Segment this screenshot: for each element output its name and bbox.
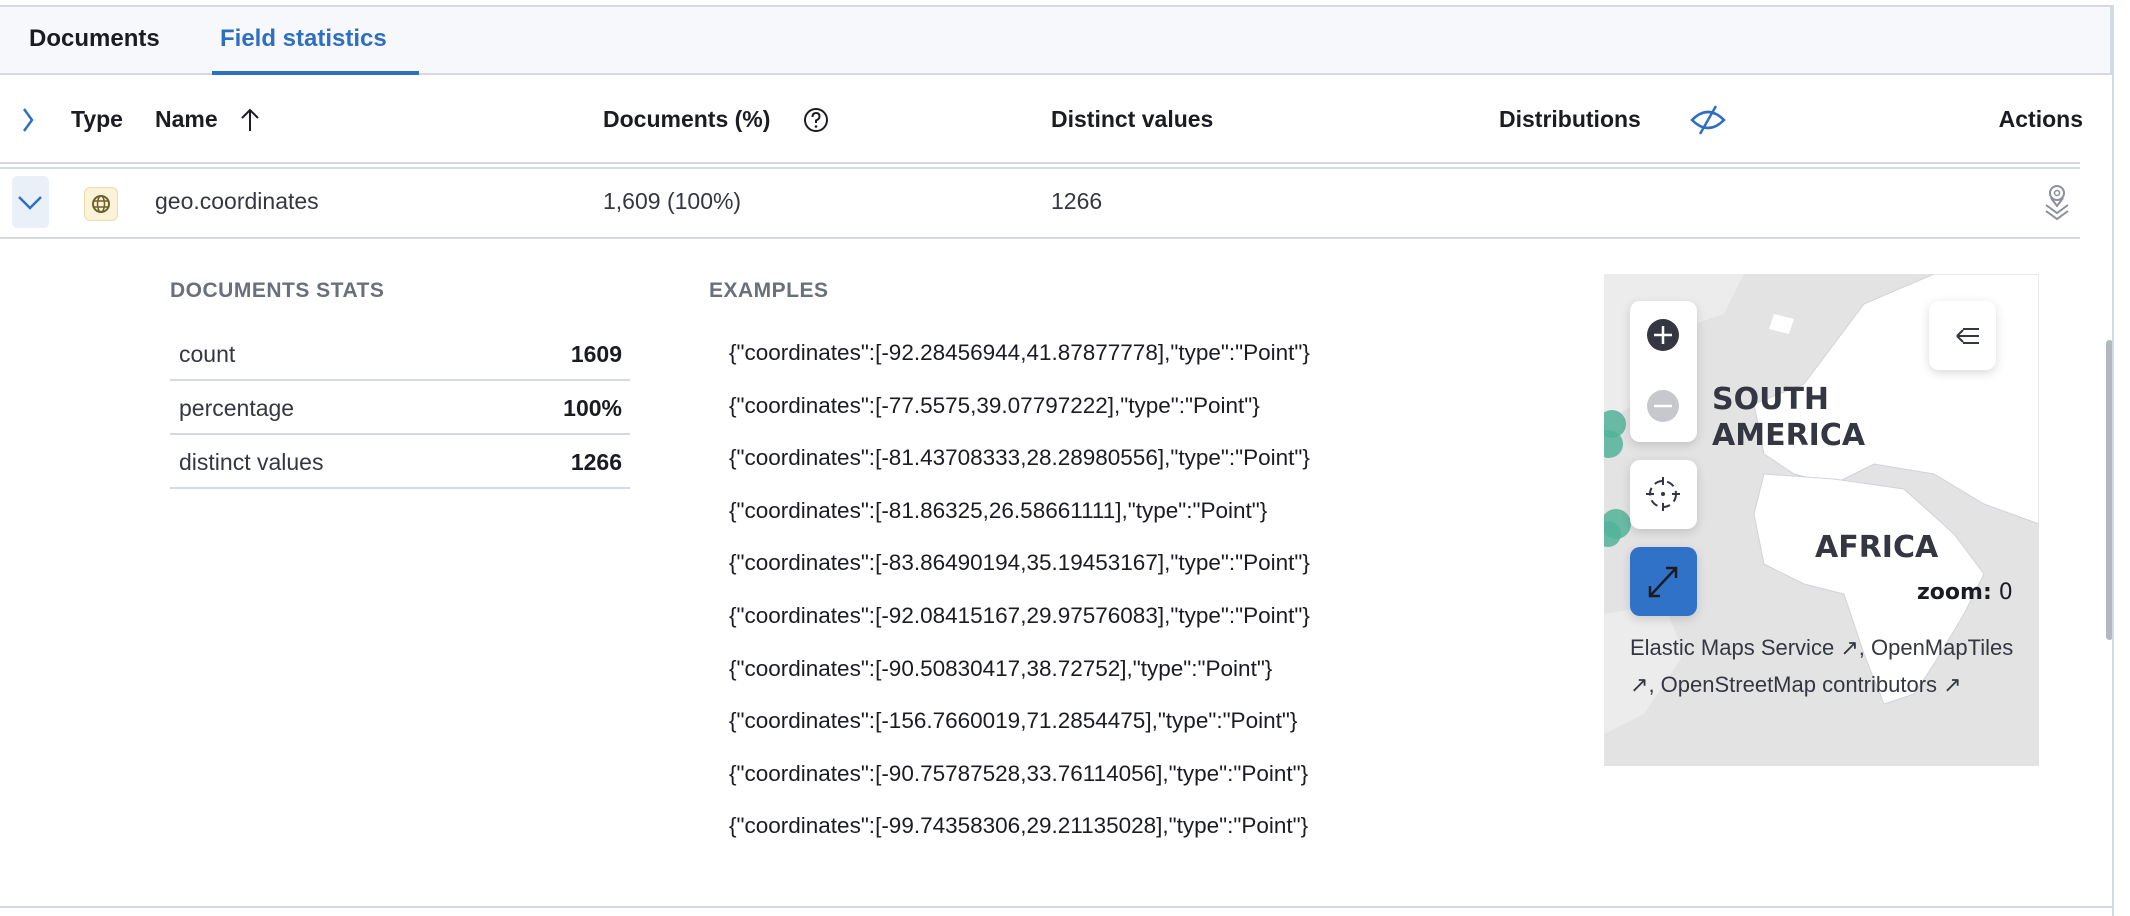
map-point [1604,430,1623,458]
fullscreen-button[interactable] [1630,547,1697,616]
documents-stats-title: DOCUMENTS STATS [170,279,385,302]
stat-label: count [179,341,236,367]
map-label-south-america: SOUTH AMERICA [1712,382,1866,453]
expand-all-chevron-icon[interactable] [20,106,36,134]
example-value: {"coordinates":[-90.50830417,38.72752],"… [729,655,1273,681]
distinct-values-count: 1266 [1051,188,1103,214]
example-value: {"coordinates":[-92.28456944,41.87877778… [729,340,1310,365]
map-attribution: Elastic Maps Service ↗, OpenMapTiles ↗, … [1630,629,2030,703]
zoom-in-icon[interactable] [1647,319,1679,351]
crosshair-icon [1646,477,1680,511]
stat-value: 1609 [570,341,622,367]
example-value: {"coordinates":[-156.7660019,71.2854475]… [729,708,1298,734]
header-actions: Actions [1998,106,2083,132]
chevron-down-icon [18,196,42,210]
header-name[interactable]: Name [155,106,218,132]
header-distinct-values[interactable]: Distinct values [1051,106,1214,132]
example-value: {"coordinates":[-83.86490194,35.19453167… [729,550,1310,576]
zoom-controls [1630,301,1697,442]
tab-field-statistics[interactable]: Field statistics [220,25,387,52]
help-icon[interactable] [803,107,829,133]
layer-control-button[interactable] [1929,301,1996,370]
attribution-openmaptiles-link[interactable]: OpenMapTiles [1870,635,2014,660]
tab-documents[interactable]: Documents [29,25,160,52]
examples-title: EXAMPLES [709,279,829,302]
external-link-icon: ↗ [1630,672,1649,697]
example-value: {"coordinates":[-81.43708333,28.28980556… [729,445,1310,471]
attribution-osm-link[interactable]: , OpenStreetMap contributors [1648,672,1938,697]
example-value: {"coordinates":[-99.74358306,29.21135028… [729,813,1309,839]
map-label-africa: AFRICA [1815,530,1939,565]
header-documents[interactable]: Documents (%) [603,106,771,132]
field-name: geo.coordinates [155,188,319,214]
divider [0,237,2080,239]
stat-value: 1266 [570,449,622,475]
divider [0,906,2112,908]
zoom-readout: zoom: 0 [1917,580,2013,605]
stat-row-distinct-values: distinct values 1266 [170,435,630,489]
documents-count: 1,609 (100%) [603,188,742,214]
divider [0,167,2080,169]
example-value: {"coordinates":[-81.86325,26.58661111],"… [729,497,1268,523]
zoom-out-icon[interactable] [1647,390,1679,422]
stat-row-count: count 1609 [170,327,630,381]
collapse-row-button[interactable] [12,176,49,228]
stat-label: distinct values [179,449,324,475]
external-link-icon: ↗ [1943,672,1962,697]
map-point [1604,521,1621,547]
example-value: {"coordinates":[-77.5575,39.07797222],"t… [729,392,1260,418]
globe-icon [84,187,118,221]
attribution-separator: , [1858,635,1871,660]
fit-to-data-button[interactable] [1630,460,1697,529]
divider [0,162,2080,164]
header-type[interactable]: Type [71,106,123,132]
expand-icon [1648,566,1678,598]
sort-ascending-icon[interactable] [240,107,260,133]
active-tab-indicator [212,71,419,75]
stat-label: percentage [179,395,295,421]
menu-collapse-left-icon [1956,328,1979,344]
zoom-value: 0 [1998,580,2013,605]
map[interactable]: AFRICA SOUTH AMERICA zoom: 0 Elastic Map… [1604,274,2039,766]
stat-row-percentage: percentage 100% [170,381,630,435]
scrollbar[interactable] [2106,340,2113,640]
stat-value: 100% [563,395,622,421]
external-link-icon: ↗ [1840,635,1859,660]
example-value: {"coordinates":[-92.08415167,29.97576083… [729,603,1310,628]
tab-bar: Documents Field statistics [0,5,2112,75]
header-distributions[interactable]: Distributions [1499,106,1641,132]
eye-closed-icon[interactable] [1688,104,1728,136]
map-pin-action-icon[interactable] [2042,183,2072,223]
attribution-elastic-maps-link[interactable]: Elastic Maps Service [1630,635,1835,660]
zoom-label: zoom: [1917,580,1992,605]
panel-border [2112,5,2114,916]
example-value: {"coordinates":[-90.75787528,33.76114056… [729,760,1309,786]
